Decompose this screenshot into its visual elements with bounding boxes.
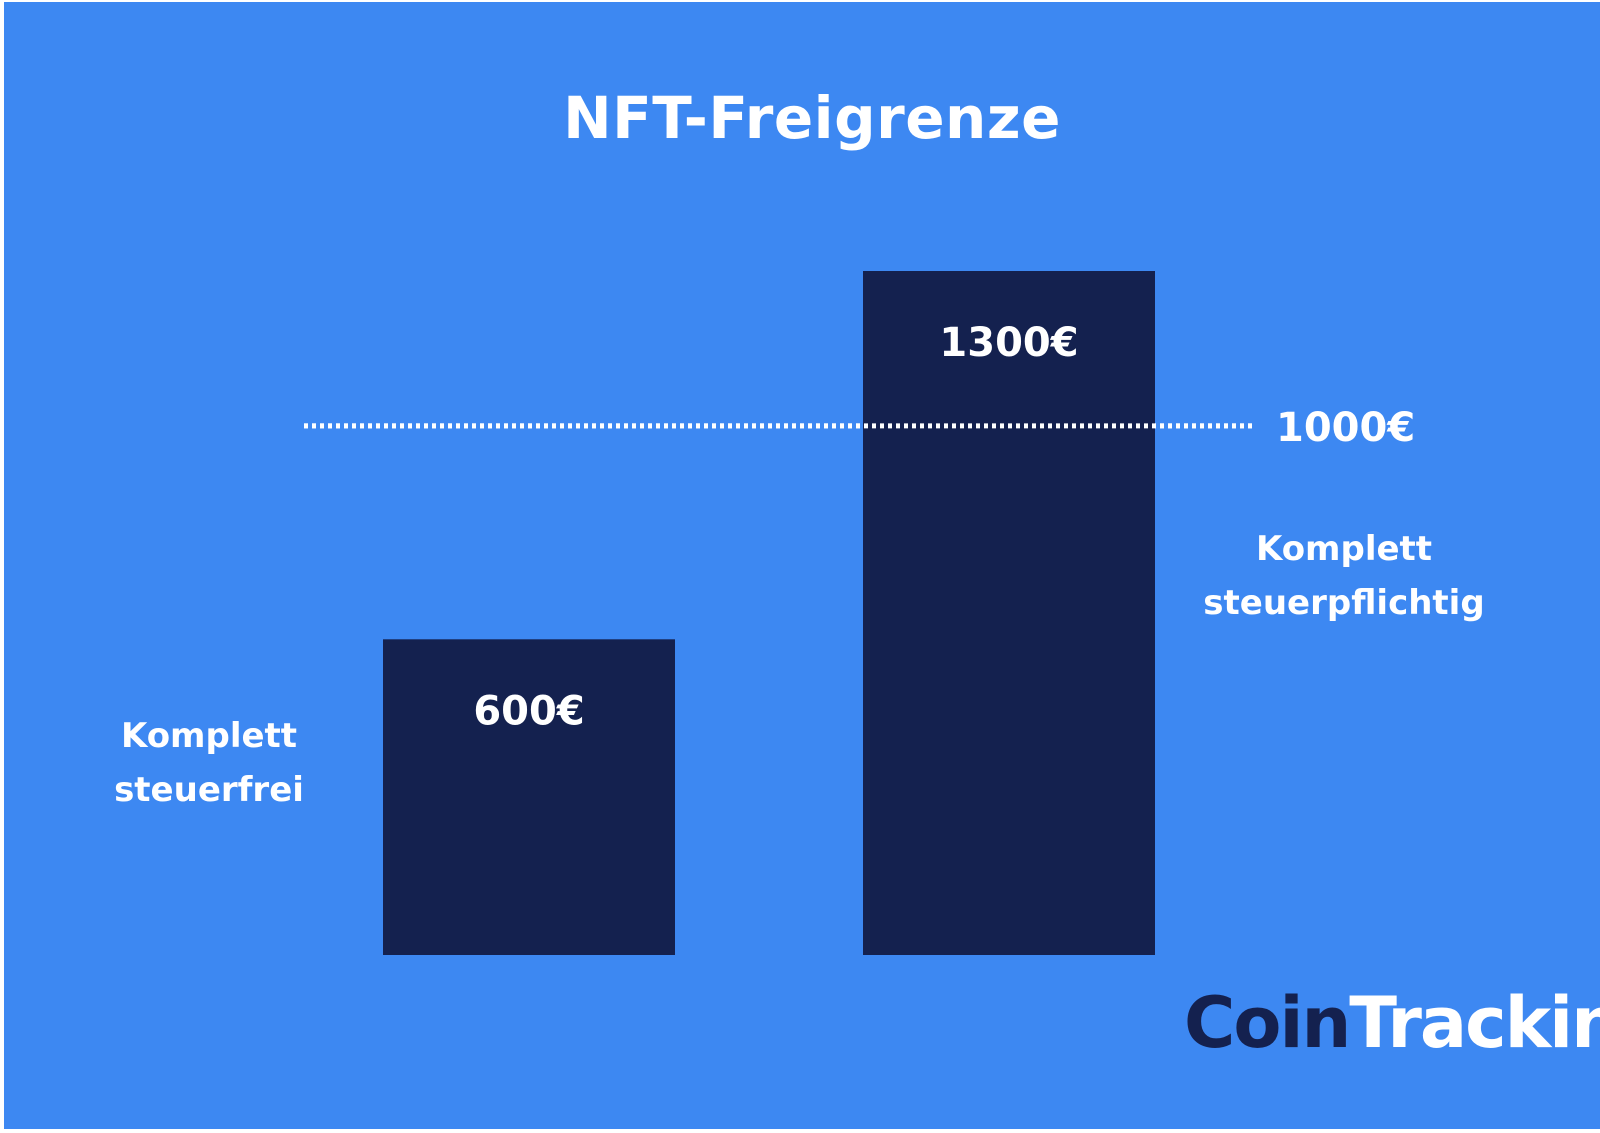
annotation-tax-free-line-2: steuerfrei bbox=[114, 770, 304, 810]
annotation-taxable-line-1: Komplett bbox=[1255, 529, 1433, 569]
chart-canvas: NFT-Freigrenze 600€ 1300€ 1000€ Komplett s… bbox=[4, 2, 1600, 1129]
bar-2 bbox=[863, 271, 1155, 955]
bar-1 bbox=[383, 639, 675, 955]
chart-title: NFT-Freigrenze bbox=[563, 84, 1061, 152]
logo-text-tracking: Tracking bbox=[1349, 982, 1600, 1064]
annotation-taxable-line-2: steuerpflichtig bbox=[1203, 583, 1485, 623]
bar-chart: 600€ 1300€ 1000€ bbox=[304, 271, 1415, 955]
annotation-tax-free-line-1: Komplett bbox=[120, 716, 298, 756]
logo-text-coin: Coin bbox=[1184, 982, 1351, 1064]
cointracking-logo: CoinTracking™ bbox=[1184, 982, 1600, 1072]
annotation-taxable: Komplett steuerpflichtig bbox=[1174, 522, 1514, 630]
bar-value-label-2: 1300€ bbox=[939, 320, 1078, 366]
annotation-tax-free: Komplett steuerfrei bbox=[94, 709, 324, 817]
bar-value-label-1: 600€ bbox=[473, 688, 584, 734]
threshold-label: 1000€ bbox=[1276, 405, 1415, 451]
